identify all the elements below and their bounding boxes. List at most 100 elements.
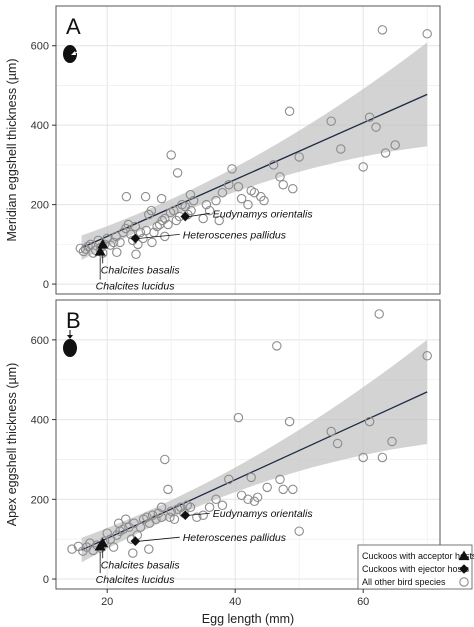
data-point	[186, 205, 196, 216]
data-point	[121, 514, 131, 524]
data-point	[151, 514, 161, 524]
panel-a: Eudynamys orientalis Heteroscenes pallidu…	[5, 5, 441, 295]
x-tick-label: 60	[357, 596, 369, 608]
data-point	[252, 492, 263, 503]
data-point	[326, 116, 336, 126]
data-point	[236, 490, 247, 501]
annotation: Eudynamys orientalis	[189, 508, 313, 520]
data-point	[233, 181, 244, 192]
y-tick-label: 600	[31, 41, 49, 53]
data-point	[135, 227, 146, 238]
data-point	[140, 191, 151, 202]
data-point	[236, 193, 247, 204]
data-point	[332, 438, 343, 449]
egg-shape	[63, 45, 77, 63]
egg-icon	[63, 330, 77, 357]
data-point	[152, 221, 162, 232]
data-point	[160, 454, 170, 465]
data-point	[275, 172, 285, 182]
data-point	[272, 341, 282, 351]
data-point	[275, 474, 285, 485]
data-point	[131, 249, 141, 260]
y-tick-label: 400	[31, 415, 49, 427]
data-point	[156, 193, 167, 204]
panel-b: Eudynamys orientalis Heteroscenes pallidu…	[5, 299, 474, 626]
data-point	[284, 106, 295, 117]
legend-label: Cuckoos with ejector hosts	[362, 564, 470, 574]
data-point	[278, 484, 288, 495]
data-point	[227, 164, 237, 174]
data-point	[147, 237, 157, 248]
data-point	[163, 219, 173, 230]
data-point	[166, 506, 176, 517]
series-open-circle	[67, 309, 432, 558]
data-point	[165, 512, 175, 522]
y-axis-title: Meridian eggshell thickness (µm)	[5, 59, 19, 242]
data-point	[156, 502, 167, 513]
legend-label: Cuckoos with acceptor hosts	[362, 551, 474, 561]
data-point	[83, 241, 93, 252]
data-point	[259, 195, 269, 206]
data-point	[166, 150, 176, 160]
annotation: Chalcites lucidus	[96, 552, 176, 586]
data-point	[390, 140, 400, 150]
data-point	[217, 500, 228, 511]
data-point	[224, 474, 234, 485]
y-tick-label: 200	[31, 200, 49, 212]
data-point	[294, 526, 304, 536]
data-point	[115, 237, 125, 248]
data-point	[118, 524, 128, 534]
data-point	[85, 239, 96, 250]
egg-icon	[63, 45, 83, 63]
legend-marker	[458, 550, 470, 561]
data-point	[198, 510, 208, 521]
data-point	[387, 436, 397, 447]
data-point	[358, 452, 368, 463]
panel-border	[55, 299, 441, 590]
confidence-band	[81, 42, 428, 261]
data-point	[176, 502, 186, 513]
data-point	[243, 199, 253, 210]
data-point	[94, 540, 106, 551]
y-tick-label: 600	[31, 335, 49, 347]
data-point	[211, 494, 221, 505]
data-point	[97, 238, 109, 249]
data-point	[326, 426, 336, 437]
data-point	[113, 518, 124, 528]
x-tick-label: 20	[101, 596, 113, 608]
legend-box	[357, 544, 473, 590]
annotation: Heteroscenes pallidus	[139, 229, 287, 241]
data-point	[294, 152, 304, 162]
annotation-label: Heteroscenes pallidus	[183, 532, 287, 544]
legend-marker	[459, 564, 469, 574]
data-point	[80, 244, 91, 254]
arrow-head-icon	[67, 335, 73, 339]
data-point	[284, 416, 295, 427]
legend-marker	[459, 577, 469, 587]
data-point	[377, 25, 388, 35]
x-axis-title: Egg length (mm)	[202, 612, 294, 626]
annotation-label: Chalcites lucidus	[96, 281, 176, 293]
legend: Cuckoos with acceptor hosts Cuckoos with …	[357, 544, 474, 590]
data-point	[364, 112, 375, 122]
annotation: Chalcites basalis	[101, 549, 180, 571]
panel-letter: A	[66, 14, 81, 39]
data-point	[268, 160, 279, 170]
series-diamond	[130, 510, 191, 546]
data-point	[67, 544, 77, 554]
data-point	[121, 191, 132, 202]
data-point	[185, 189, 196, 200]
y-tick-label: 400	[31, 120, 49, 132]
annotation-label: Chalcites lucidus	[96, 574, 176, 586]
y-tick-label: 200	[31, 494, 49, 506]
annotation-leader	[139, 536, 180, 542]
annotation-label: Eudynamys orientalis	[213, 508, 314, 520]
x-tick-label: 40	[229, 596, 241, 608]
data-point	[130, 221, 141, 232]
data-point	[233, 412, 244, 423]
data-point	[278, 180, 288, 190]
data-point	[144, 544, 154, 554]
annotation-leader	[139, 233, 180, 239]
annotation: Chalcites basalis	[101, 250, 180, 276]
